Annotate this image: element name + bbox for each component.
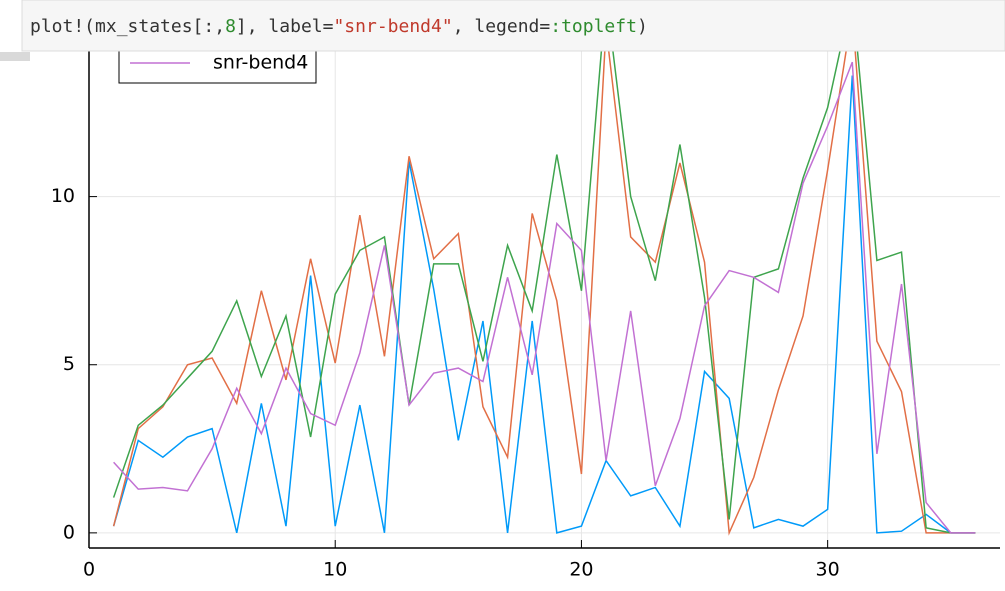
series-line [112, 0, 976, 534]
legend-label: snr-bend4 [213, 52, 308, 74]
series-line [112, 11, 976, 536]
code-cell [21, 0, 1005, 52]
code-token: ], label= [236, 16, 334, 37]
y-tick-label: 0 [63, 521, 75, 543]
series-line [112, 75, 976, 534]
y-tick-label: 5 [63, 353, 75, 375]
x-tick-label: 20 [569, 559, 593, 581]
code-token: 8 [225, 16, 236, 37]
grid [88, 0, 1000, 548]
code-token: , legend= [453, 16, 551, 37]
code-token: plot!(mx_states[:, [30, 16, 225, 37]
x-tick-label: 10 [323, 559, 347, 581]
plot-area [112, 0, 976, 536]
code-token: "snr-bend4" [333, 16, 452, 37]
code-token: ) [637, 16, 648, 37]
x-tick-label: 0 [83, 559, 95, 581]
x-tick-label: 30 [816, 559, 840, 581]
y-tick-label: 10 [51, 185, 75, 207]
axes: 0 10 20 30 0 5 10 [51, 0, 1000, 581]
series-line [113, 61, 976, 534]
code-token: :topleft [550, 16, 637, 37]
cell-marker [0, 52, 30, 61]
code-line: plot!(mx_states[:,8], label="snr-bend4",… [30, 16, 648, 37]
